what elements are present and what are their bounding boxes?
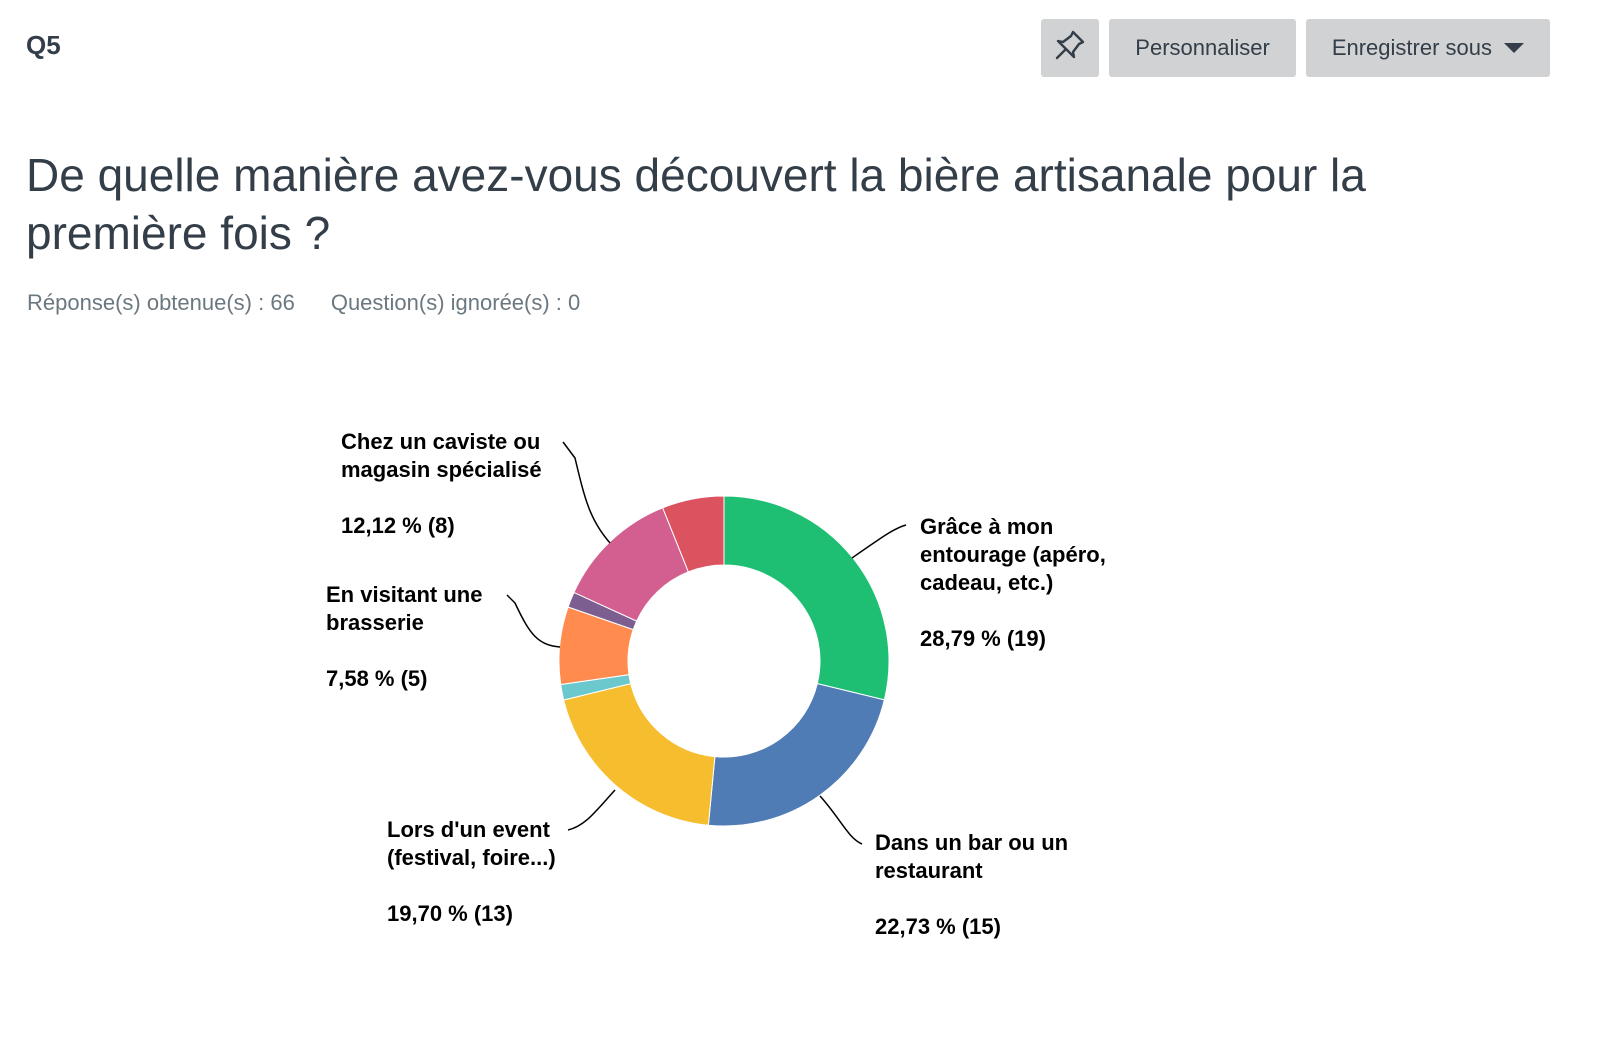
chevron-down-icon	[1504, 43, 1524, 53]
leader-line-event	[567, 789, 616, 831]
leader-line-caviste	[562, 441, 611, 544]
answered-count: Réponse(s) obtenue(s) : 66	[27, 290, 295, 315]
customize-button[interactable]: Personnaliser	[1109, 19, 1296, 77]
question-title: De quelle manière avez-vous découvert la…	[26, 149, 1366, 259]
slice-name: En visitant une brasserie	[326, 582, 483, 635]
slice-label-brasserie: En visitant une brasserie 7,58 % (5)	[326, 581, 511, 693]
slice-name: Chez un caviste ou magasin spécialisé	[341, 429, 542, 482]
slice-value: 12,12 % (8)	[341, 513, 455, 538]
slice-label-event: Lors d'un event (festival, foire...) 19,…	[387, 816, 562, 928]
slice-value: 7,58 % (5)	[326, 666, 428, 691]
slice-value: 28,79 % (19)	[920, 626, 1046, 651]
response-stats: Réponse(s) obtenue(s) : 66 Question(s) ig…	[27, 290, 580, 316]
slice-name: Grâce à mon entourage (apéro, cadeau, et…	[920, 514, 1106, 595]
save-as-button[interactable]: Enregistrer sous	[1305, 19, 1550, 77]
donut-slice-1[interactable]	[707, 683, 885, 827]
slice-label-entourage: Grâce à mon entourage (apéro, cadeau, et…	[920, 513, 1150, 653]
leader-line-brasserie	[506, 594, 561, 648]
leader-line-bar	[819, 795, 863, 845]
slice-label-bar: Dans un bar ou un restaurant 22,73 % (15…	[875, 829, 1105, 941]
donut-slice-7[interactable]	[662, 495, 725, 573]
slice-value: 19,70 % (13)	[387, 901, 513, 926]
slice-value: 22,73 % (15)	[875, 914, 1001, 939]
toolbar: Personnaliser Enregistrer sous	[1041, 19, 1550, 77]
question-number: Q5	[26, 30, 61, 60]
leader-line-entourage	[851, 524, 907, 559]
skipped-count: Question(s) ignorée(s) : 0	[330, 290, 581, 315]
slice-name: Dans un bar ou un restaurant	[875, 830, 1069, 883]
slice-name: Lors d'un event (festival, foire...)	[387, 817, 556, 870]
pin-icon	[1053, 28, 1087, 68]
slice-label-caviste: Chez un caviste ou magasin spécialisé 12…	[341, 428, 571, 540]
donut-slice-2[interactable]	[563, 683, 716, 826]
save-as-label: Enregistrer sous	[1331, 35, 1492, 60]
donut-slice-0[interactable]	[723, 495, 890, 701]
pin-button[interactable]	[1041, 19, 1100, 77]
